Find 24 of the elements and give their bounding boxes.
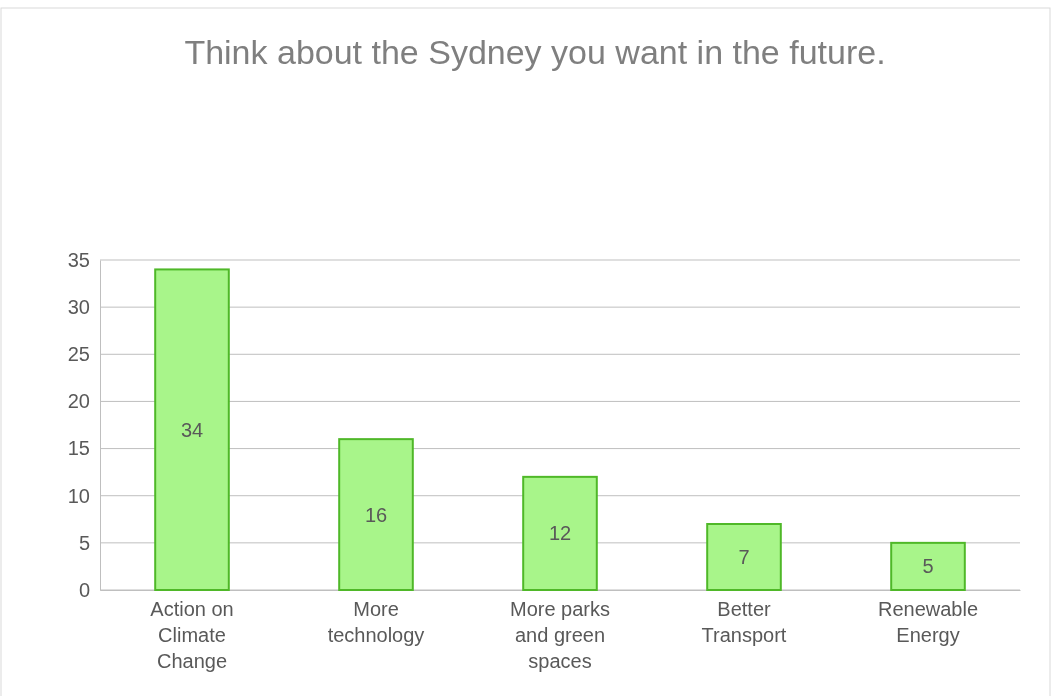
x-tick-label: Action on Climate Change [150,598,234,673]
data-label: 34 [180,418,204,441]
x-tick-label: More parks and green spaces [509,598,611,673]
y-tick-label: 5 [78,531,90,554]
y-tick-label: 10 [67,484,90,507]
bar [706,523,782,591]
chart-title: Think about the Sydney you want in the future. [184,33,886,71]
data-label: 7 [738,546,750,568]
bar [338,438,414,591]
y-tick-label: 30 [67,296,90,319]
data-label: 12 [548,522,572,545]
data-label: 16 [364,503,388,526]
y-tick-label: 35 [67,248,90,271]
bar [522,475,598,591]
y-tick-label: 25 [67,343,90,366]
bar [154,268,230,591]
y-tick-label: 15 [67,437,90,460]
x-tick-label: Better Transport [701,598,787,647]
y-tick-label: 0 [78,578,90,601]
x-tick-label: Renewable Energy [877,598,979,647]
bar [890,541,966,591]
data-label: 5 [922,555,934,578]
y-tick-label: 20 [67,390,90,413]
x-tick-label: More technology [327,598,425,647]
